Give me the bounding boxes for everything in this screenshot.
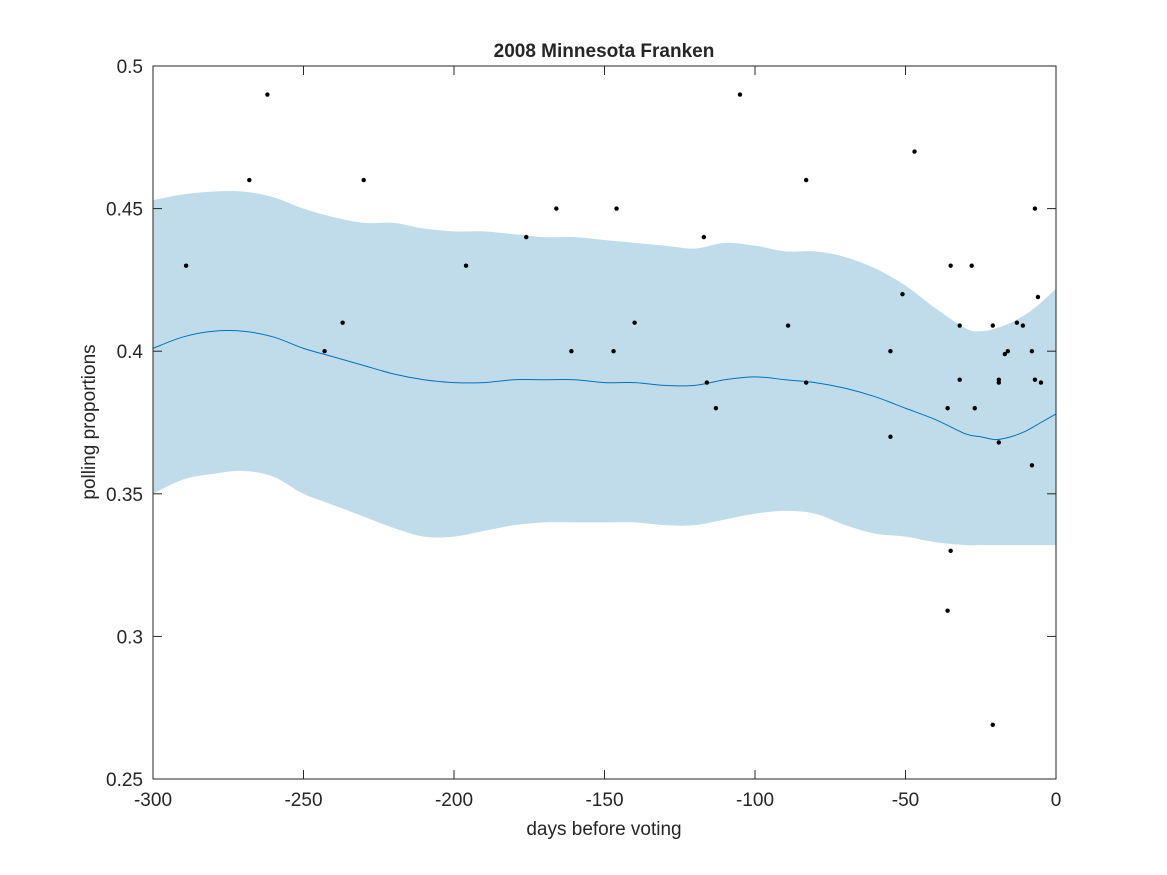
data-point [737,92,743,97]
data-point [888,434,893,439]
data-point [1029,349,1035,354]
data-point [990,722,995,728]
x-axis-label: days before voting [526,819,681,840]
y-axis-label: polling proportions [79,344,100,499]
x-tick-label: -250 [284,790,322,811]
data-point [969,263,974,268]
data-point [1002,351,1008,357]
data-point [1029,463,1035,468]
data-point [972,406,977,411]
data-point [265,92,270,97]
data-point [614,206,619,211]
data-point [948,548,953,554]
data-point [322,349,327,354]
y-tick-label: 0.5 [117,57,143,78]
data-point [1035,294,1041,300]
data-point [704,380,710,385]
data-point [1032,377,1038,382]
y-tick-label: 0.45 [106,200,143,221]
x-tick-label: -300 [134,790,172,811]
confidence-band-layer [153,190,1056,546]
data-point [996,440,1002,445]
data-point [1005,349,1011,354]
data-point [948,263,953,268]
data-point [713,406,719,411]
data-point [803,177,809,183]
y-tick-label: 0.35 [106,485,143,506]
y-tick-label: 0.4 [117,342,144,363]
confidence-band [153,190,1056,546]
data-point [912,149,917,154]
data-point [957,323,962,328]
x-tick-label: -100 [736,790,774,811]
data-point [340,320,345,325]
data-point [183,263,189,268]
mean-line-layer [152,330,1057,441]
x-tick-label: 0 [1051,790,1062,811]
data-point [888,349,893,354]
data-point [524,234,529,240]
data-point [945,608,950,613]
data-point [996,380,1002,385]
data-point [361,177,366,183]
data-point [945,406,950,411]
y-tick-label: 0.3 [117,627,143,648]
data-point [990,323,995,328]
x-tick-label: -50 [892,790,919,811]
data-point [803,380,809,385]
data-point [900,291,905,297]
data-point [554,206,559,211]
chart-title: 2008 Minnesota Franken [494,41,715,62]
data-point [1014,320,1020,325]
data-point [611,349,616,354]
data-point [957,377,962,382]
data-point [569,349,574,354]
y-tick-label: 0.25 [106,770,143,791]
data-point [632,320,637,325]
data-point [785,323,791,328]
data-point [463,263,469,268]
x-tick-label: -150 [585,790,623,811]
data-point [247,177,252,183]
data-point [1032,206,1038,211]
mean-line [152,330,1057,441]
data-points-layer [183,92,1044,728]
data-point [701,234,707,240]
data-point [1020,323,1026,328]
axes-layer: -300 -250 -200 -150 -100 -50 0 0.25 0.3 0.35 0.4 0.… [106,57,1061,811]
x-tick-label: -200 [435,790,473,811]
data-point [1038,380,1044,385]
